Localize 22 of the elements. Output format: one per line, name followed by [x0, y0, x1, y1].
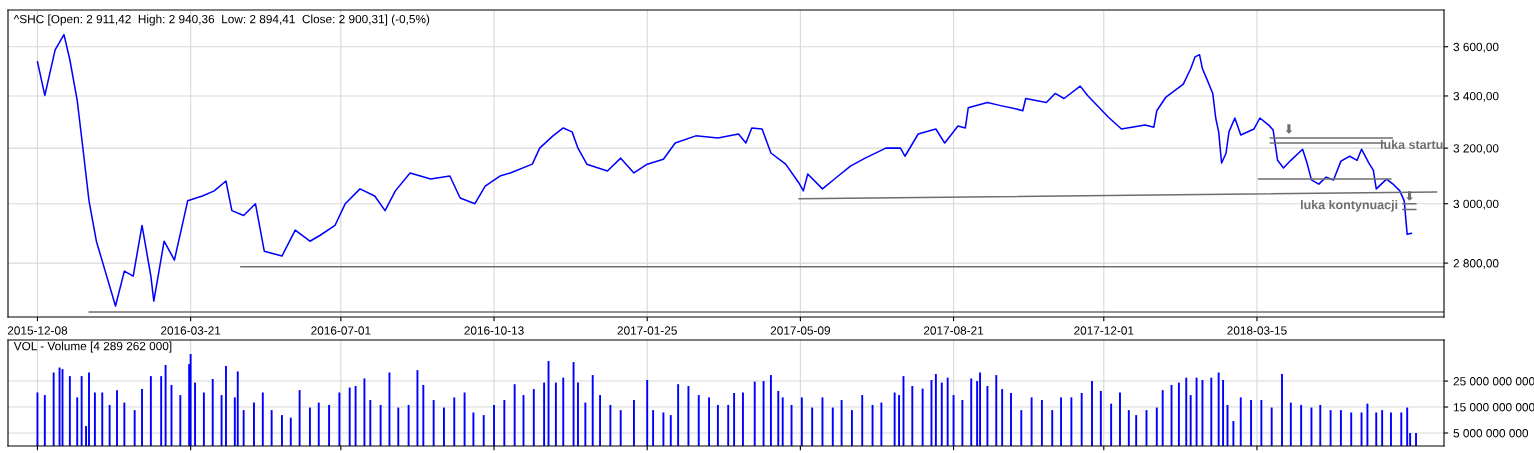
y-tick-label: 25 000 000 000 [1453, 377, 1534, 386]
x-tick-label: 2018-03-15 [1227, 326, 1287, 335]
x-tick-label: 2017-01-25 [617, 326, 677, 335]
x-tick-label: 2016-03-21 [161, 326, 221, 335]
x-tick-label: 2017-12-01 [1074, 326, 1134, 335]
y-tick-label: 15 000 000 000 [1453, 403, 1534, 412]
y-tick-label: 3 200,00 [1453, 144, 1499, 154]
x-tick-label: 2017-05-09 [770, 326, 831, 335]
annotation: luka startu [1380, 139, 1443, 150]
x-tick-label: 2016-07-01 [311, 326, 371, 335]
y-tick-label: 2 800,00 [1453, 259, 1499, 269]
chart-title: ^SHC [Open: 2 911,42 High: 2 940,36 Low: 2 894,41 Close: 2 900,31] (-0,5%) [13, 14, 430, 26]
x-tick-label: 2016-10-13 [464, 326, 524, 335]
y-tick-label: 3 000,00 [1453, 199, 1499, 210]
y-tick-label: 3 400,00 [1453, 91, 1499, 102]
x-tick-label: 2017-08-21 [923, 326, 984, 335]
y-tick-label: 5 000 000 000 [1453, 429, 1529, 438]
x-tick-label: 2015-12-08 [7, 326, 68, 335]
y-tick-label: 3 600,00 [1453, 42, 1499, 53]
annotation: luka kontynuacji [1300, 200, 1398, 212]
chart-title: VOL - Volume [4 289 262 000] [13, 341, 172, 353]
annotation: ⬇ [1285, 124, 1293, 134]
